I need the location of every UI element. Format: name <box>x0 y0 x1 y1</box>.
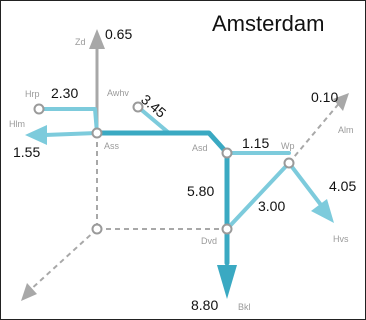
value-asd-dvd: 5.80 <box>187 183 214 199</box>
route-dvd-wp <box>225 161 291 231</box>
city-title: Amsterdam <box>212 11 324 36</box>
value-hrp: 2.30 <box>51 85 78 101</box>
station-label-zd: Zd <box>75 37 86 47</box>
dark-routes <box>94 130 230 266</box>
station-wp-marker[interactable] <box>283 157 295 169</box>
value-awhv: 3.45 <box>138 91 169 121</box>
station-label-dvd: Dvd <box>201 236 217 246</box>
value-alm: 0.10 <box>311 89 338 105</box>
station-dvd-marker[interactable] <box>221 223 233 235</box>
station-label-asd: Asd <box>192 143 208 153</box>
station-label-ass: Ass <box>104 141 120 151</box>
station-ass-marker[interactable] <box>91 127 103 139</box>
station-label-awhv: Awhv <box>107 88 129 98</box>
value-hvs: 4.05 <box>329 178 356 194</box>
arrowhead-zd <box>89 29 105 49</box>
arrowhead-alm <box>333 93 349 111</box>
arrowhead-southwest <box>21 283 37 301</box>
station-awhv-marker[interactable] <box>132 101 144 113</box>
route-hrp-ass <box>37 107 99 135</box>
route-awhv-asd <box>136 105 171 135</box>
light-routes <box>37 105 323 231</box>
station-label-alm: Alm <box>338 125 354 135</box>
route-wp-hvs <box>287 161 323 207</box>
arrowhead-hlm <box>25 125 47 145</box>
station-label-wp: Wp <box>281 141 295 151</box>
route-ass-asd <box>94 130 230 156</box>
arrowhead-hvs <box>311 199 334 223</box>
station-hrp-marker[interactable] <box>33 103 45 115</box>
station-label-hvs: Hvs <box>333 234 349 244</box>
route-ass-hlm <box>43 131 99 137</box>
dashed-routes <box>28 100 342 292</box>
value-dvd-wp: 3.00 <box>258 198 285 214</box>
station-label-hlm: Hlm <box>9 119 25 129</box>
arrowhead-bkl <box>217 265 237 299</box>
value-bkl: 8.80 <box>191 297 218 313</box>
station-asd-marker[interactable] <box>221 147 233 159</box>
value-zd: 0.65 <box>105 26 132 42</box>
station-label-bkl: Bkl <box>238 302 251 312</box>
value-hlm: 1.55 <box>13 144 40 160</box>
value-asd-wp: 1.15 <box>242 135 269 151</box>
route-wp-alm <box>288 100 342 164</box>
station-label-hrp: Hrp <box>25 89 40 99</box>
station-junction-marker[interactable] <box>91 223 103 235</box>
route-dashed-southwest <box>28 228 98 292</box>
stations <box>33 101 295 235</box>
